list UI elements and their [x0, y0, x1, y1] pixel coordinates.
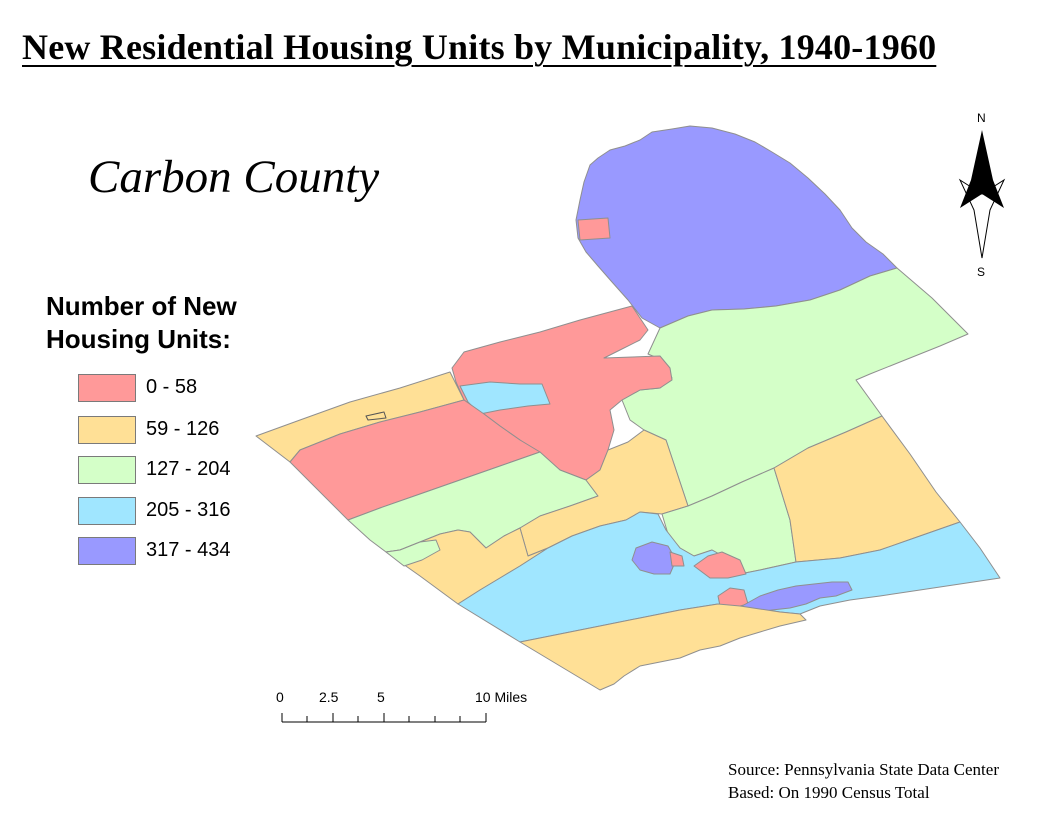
source-line1: Source: Pennsylvania State Data Center — [728, 760, 999, 779]
legend-label: 0 - 58 — [146, 376, 198, 398]
north-arrow-n-label: N — [977, 111, 986, 125]
legend-title: Number of New Housing Units: — [46, 290, 296, 356]
map-title: New Residential Housing Units by Municip… — [22, 27, 937, 67]
municipality-north-enclave — [577, 217, 611, 241]
municipality-west-islet — [365, 411, 387, 421]
scale-tick-0: 0 — [276, 689, 284, 705]
scale-bar-ticks — [281, 713, 487, 722]
legend-swatch — [78, 374, 136, 402]
legend-swatch — [78, 416, 136, 444]
legend-label: 317 - 434 — [146, 539, 231, 561]
legend-swatch — [78, 456, 136, 484]
municipality-north — [575, 125, 898, 329]
source-note: Source: Pennsylvania State Data Center B… — [728, 758, 999, 804]
municipality-south-purple-a — [631, 541, 677, 575]
legend-label: 59 - 126 — [146, 418, 220, 440]
scale-bar: 0 2.5 5 10 Miles — [276, 689, 527, 723]
north-arrow-shape — [960, 130, 1004, 208]
source-line2: Based: On 1990 Census Total — [728, 783, 930, 802]
municipality-south-red-b — [693, 551, 747, 579]
legend-title-line1: Number of New — [46, 291, 237, 321]
county-label: Carbon County — [88, 151, 380, 203]
legend-label: 127 - 204 — [146, 458, 231, 480]
north-arrow-s-label: S — [977, 265, 985, 279]
scale-tick-5: 5 — [377, 689, 385, 705]
scale-tick-10: 10 Miles — [475, 689, 527, 705]
north-arrow: N S — [958, 111, 1006, 279]
legend-label: 205 - 316 — [146, 499, 231, 521]
municipality-small-green — [385, 539, 441, 567]
municipality-south-red-a — [669, 551, 685, 567]
municipality-south-yellow — [519, 603, 807, 691]
legend-swatch — [78, 537, 136, 565]
legend-title-line2: Housing Units: — [46, 324, 231, 354]
municipality-south-purple-b — [741, 581, 853, 613]
scale-tick-2-5: 2.5 — [319, 689, 339, 705]
north-arrow-tail — [958, 178, 1006, 259]
legend-swatch — [78, 497, 136, 525]
